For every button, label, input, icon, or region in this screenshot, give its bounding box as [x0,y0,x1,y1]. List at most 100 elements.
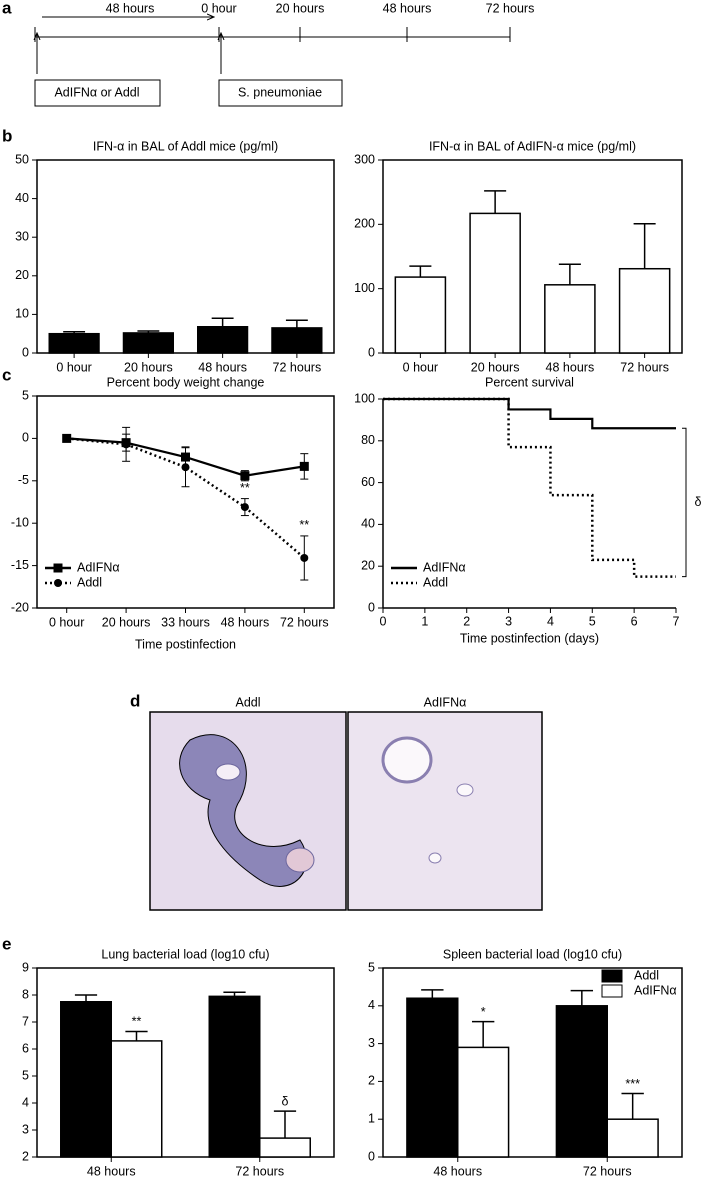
y-tick-label: 0 [368,600,375,614]
x-tick-label: 2 [463,614,470,628]
legend-swatch [601,984,623,998]
y-tick-label: 100 [354,391,375,405]
y-tick-label: 100 [354,281,375,295]
bar [544,284,596,354]
plot-frame [36,967,335,1158]
bar [457,1046,510,1158]
y-tick-label: 40 [15,191,29,205]
legend-label: AdIFNα [77,560,120,574]
x-tick-label: 0 hour [56,360,91,374]
y-tick-label: 30 [15,229,29,243]
bar [271,327,323,354]
marker [122,440,131,449]
bar [555,1005,608,1158]
y-tick-label: 4 [368,998,375,1012]
bar [259,1137,311,1158]
time-label: 48 hours [106,1,155,15]
image-label: AdIFNα [424,695,467,709]
panel-label: e [2,934,11,953]
x-tick-label: 5 [589,614,596,628]
bar [208,995,261,1158]
airway [381,736,433,784]
infection-label: S. pneumoniae [238,85,322,99]
chart-title: Percent body weight change [107,375,265,389]
x-tick-label: 3 [505,614,512,628]
significance-label: ** [299,518,309,532]
y-tick-label: 2 [368,1074,375,1088]
time-label: 48 hours [383,1,432,15]
image-label: Addl [235,695,260,709]
plot-frame [36,159,335,354]
bar [618,267,671,354]
treatment-box [34,79,161,107]
legend-label: Addl [634,968,659,982]
time-label: 0 hour [201,1,236,15]
bar [394,276,447,354]
legend-label: Addl [423,575,448,589]
treatment-label: AdIFNα or Addl [54,85,139,99]
airway [285,847,315,873]
x-tick-label: 48 hours [221,615,270,629]
y-tick-label: 5 [22,1068,29,1082]
y-tick-label: 5 [368,960,375,974]
time-label: 20 hours [276,1,325,15]
y-tick-label: 5 [22,388,29,402]
panel-label: d [130,691,140,710]
y-tick-label: 10 [15,307,29,321]
x-tick-label: 20 hours [102,615,151,629]
infection-box [218,79,343,107]
airway [215,763,241,781]
marker [181,463,190,472]
marker [299,461,309,471]
marker [62,434,71,443]
y-tick-label: -10 [11,515,29,529]
significance-label: * [481,1005,486,1019]
timeline: 48 hours 0 hour 20 hours 48 hours 72 hou… [34,1,535,107]
significance-label: *** [625,1077,640,1091]
y-tick-label: 0 [22,345,29,359]
chart-title: Lung bacterial load (log10 cfu) [101,947,269,961]
bracket-label: δ [695,495,702,509]
bar [110,1040,163,1158]
y-tick-label: 0 [22,431,29,445]
y-tick-label: 9 [22,960,29,974]
chart-title: IFN-α in BAL of Addl mice (pg/ml) [93,139,278,153]
x-tick-label: 72 hours [273,360,322,374]
x-tick-label: 48 hours [433,1164,482,1178]
x-tick-label: 48 hours [546,360,595,374]
x-tick-label: 7 [673,614,680,628]
histology-image [149,711,347,911]
significance-label: δ [282,1094,289,1108]
panel-label: b [2,126,12,145]
x-tick-label: 33 hours [161,615,210,629]
bracket [682,427,687,578]
y-tick-label: 4 [22,1095,29,1109]
x-tick-label: 4 [547,614,554,628]
x-tick-label: 48 hours [87,1164,136,1178]
legend-marker [54,579,62,587]
x-tick-label: 0 [380,614,387,628]
marker [300,553,309,562]
y-tick-label: 6 [22,1041,29,1055]
significance-label: ** [132,1015,142,1029]
bar [406,997,459,1158]
y-tick-label: 8 [22,987,29,1001]
y-tick-label: 1 [368,1111,375,1125]
time-label: 72 hours [486,1,535,15]
x-tick-label: 72 hours [620,360,669,374]
y-tick-label: 3 [22,1122,29,1136]
x-tick-label: 72 hours [235,1164,284,1178]
y-tick-label: -15 [11,558,29,572]
y-tick-label: 40 [361,517,375,531]
chart-title: IFN-α in BAL of AdIFN-α mice (pg/ml) [429,139,636,153]
plot-frame [382,159,683,354]
y-tick-label: 50 [15,152,29,166]
bar [122,332,174,354]
x-tick-label: 20 hours [471,360,520,374]
y-tick-label: 20 [361,558,375,572]
x-tick-label: 0 hour [49,615,84,629]
y-tick-label: 300 [354,152,375,166]
x-axis-label: Time postinfection (days) [460,631,599,645]
series-line [66,437,306,559]
